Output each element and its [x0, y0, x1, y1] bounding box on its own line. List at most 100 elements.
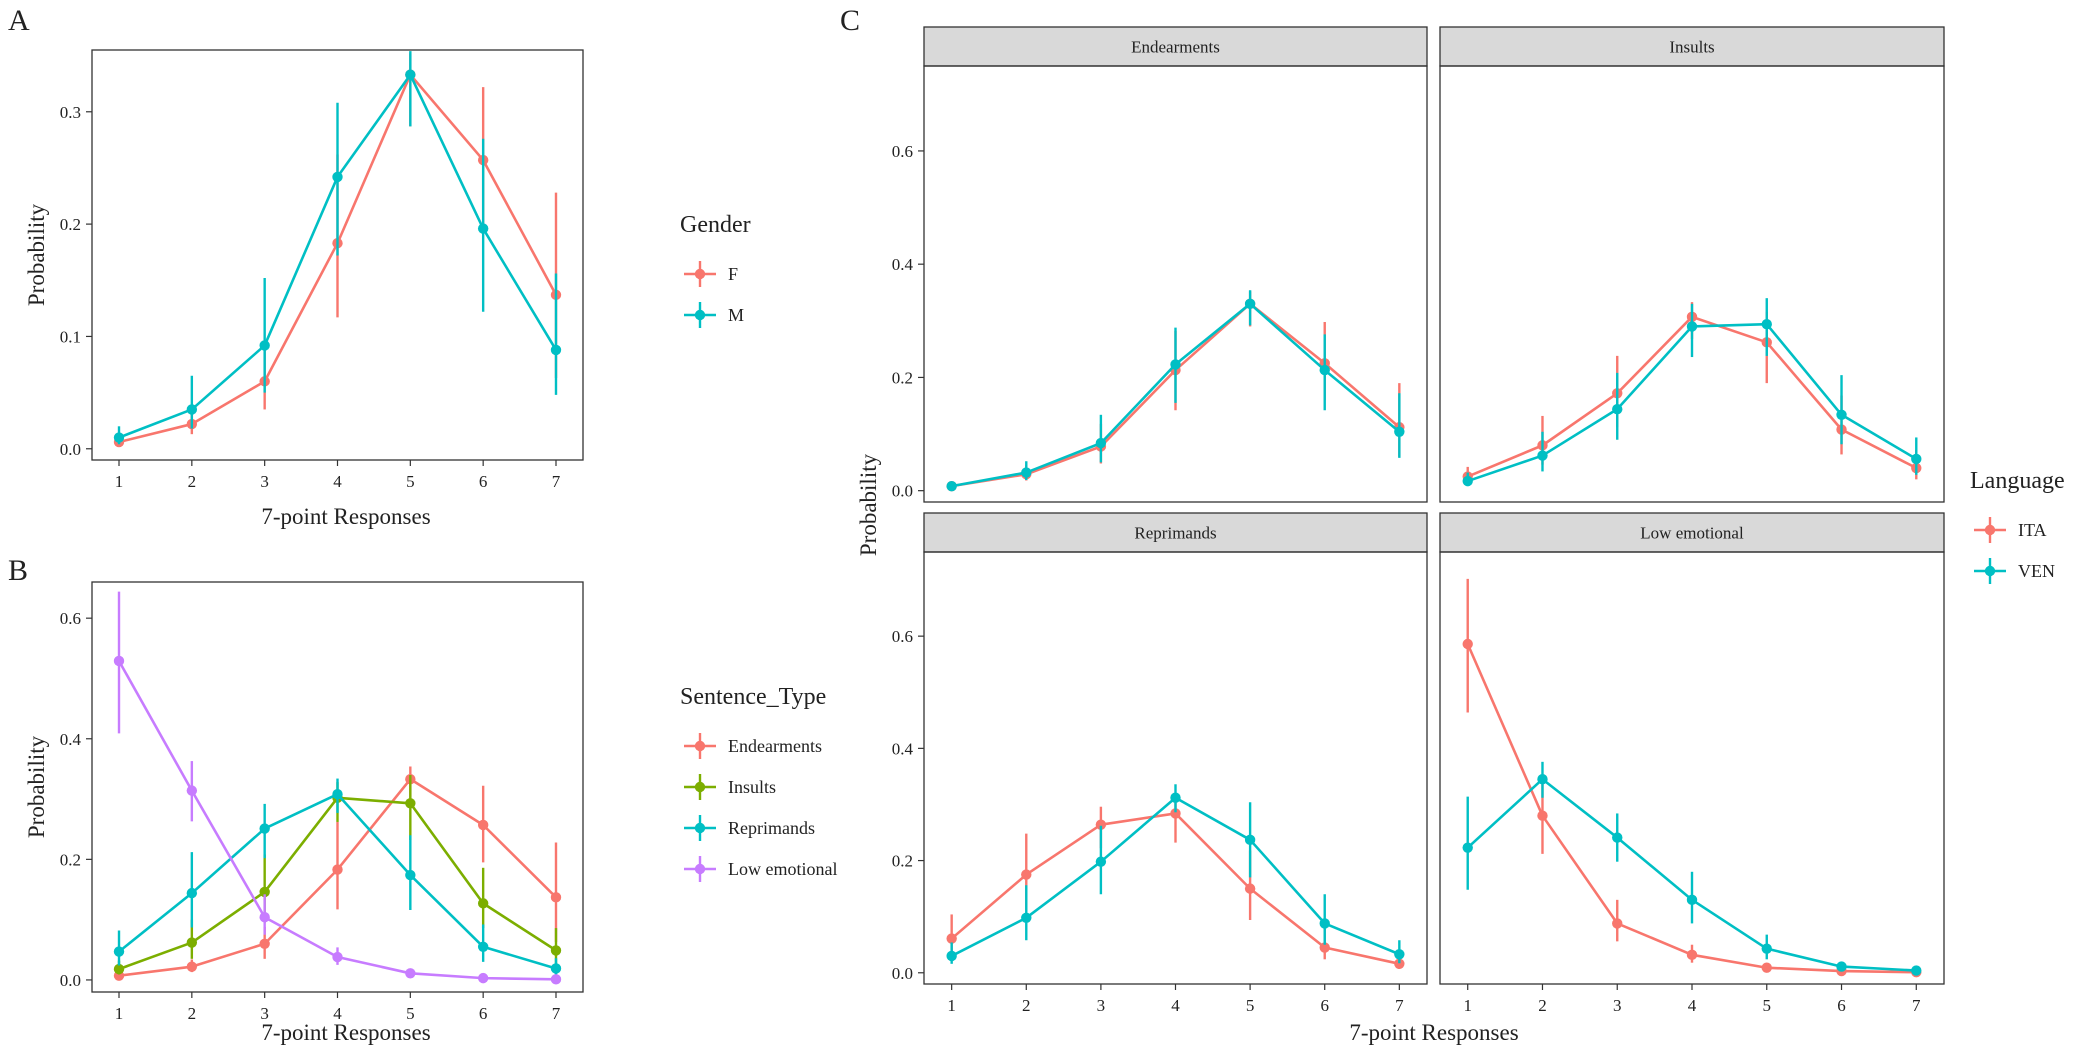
data-point: [1319, 942, 1330, 953]
data-point: [259, 912, 270, 923]
data-point: [1095, 819, 1107, 830]
facet-strip: [923, 26, 1428, 67]
x-tick-label: 2: [1538, 996, 1547, 1015]
x-tick-label: 5: [1763, 996, 1772, 1015]
x-tick-label: 3: [1097, 996, 1106, 1015]
panel-label-b: B: [8, 554, 28, 587]
facet-title: Reprimands: [1134, 524, 1216, 543]
data-point: [1537, 810, 1548, 821]
legend-key-point: [1984, 524, 1996, 536]
x-tick-label: 6: [1837, 996, 1846, 1015]
y-axis-title: Probability: [24, 203, 49, 306]
data-point: [332, 864, 343, 875]
data-point: [1170, 359, 1181, 370]
data-point: [405, 798, 416, 809]
x-tick-label: 2: [188, 472, 197, 491]
x-tick-label: 3: [260, 472, 269, 491]
series-ven: [1462, 761, 1922, 976]
chart-c: Endearments 0.0 0.2 0.4 0.6 Insults Reprimands…: [856, 26, 2065, 1045]
x-tick-label: 3: [260, 1004, 269, 1023]
data-point: [186, 404, 198, 415]
legend-item: ITA: [1974, 517, 2047, 543]
y-tick-label: 0.6: [60, 609, 81, 628]
x-tick-label: 5: [406, 472, 415, 491]
legend-title: Language: [1970, 468, 2065, 494]
x-tick-label: 4: [1171, 996, 1180, 1015]
legend-label: F: [728, 264, 738, 284]
data-point: [1761, 319, 1772, 330]
y-tick-label: 0.6: [892, 627, 913, 646]
data-point: [477, 972, 489, 984]
data-point: [1761, 943, 1772, 954]
data-point: [477, 898, 489, 909]
data-point: [1394, 949, 1405, 960]
series-ita: [946, 795, 1405, 970]
legend-key-point: [694, 740, 706, 752]
x-tick-label: 1: [115, 472, 124, 491]
legend-title: Gender: [680, 212, 751, 238]
y-tick-label: 0.2: [60, 850, 81, 869]
x-tick-label: 6: [479, 1004, 488, 1023]
panel-label-c: C: [840, 4, 860, 37]
y-tick-label: 0.4: [60, 730, 82, 749]
data-point: [186, 785, 198, 796]
data-point: [1612, 918, 1623, 929]
legend-label: M: [728, 305, 744, 325]
x-tick-label: 7: [1395, 996, 1404, 1015]
data-point: [1462, 842, 1473, 853]
facet-title: Insults: [1669, 38, 1714, 57]
legend-item: Low emotional: [684, 856, 837, 882]
data-point: [550, 344, 562, 356]
facet-title: Low emotional: [1640, 524, 1744, 543]
data-point: [1394, 426, 1405, 437]
data-point: [946, 950, 957, 962]
data-point: [946, 480, 957, 492]
data-point: [1686, 894, 1698, 906]
data-point: [477, 223, 489, 234]
data-point: [946, 933, 957, 944]
x-axis-title: 7-point Responses: [261, 504, 430, 529]
plot-frame: [1439, 65, 1945, 503]
data-point: [113, 432, 125, 443]
x-axis-title: 7-point Responses: [261, 1020, 430, 1045]
data-point: [259, 823, 270, 834]
legend-key-point: [694, 863, 706, 875]
facet-endearments: Endearments 0.0 0.2 0.4 0.6: [892, 26, 1428, 503]
data-point: [113, 655, 125, 667]
data-point: [259, 938, 270, 949]
data-point: [332, 171, 343, 183]
data-point: [550, 892, 562, 903]
x-tick-label: 1: [115, 1004, 124, 1023]
data-point: [1686, 321, 1698, 332]
plot-frame: [923, 551, 1428, 985]
data-point: [1537, 774, 1548, 785]
data-point: [1911, 965, 1922, 976]
x-tick-label: 3: [1613, 996, 1622, 1015]
data-point: [1462, 475, 1473, 487]
x-tick-label: 2: [188, 1004, 197, 1023]
legend-label: Insults: [728, 777, 776, 797]
data-point: [477, 819, 489, 831]
series-ven: [946, 290, 1405, 492]
y-tick-label: 0.6: [892, 142, 913, 161]
x-tick-label: 1: [947, 996, 956, 1015]
data-point: [1244, 883, 1256, 894]
legend-label: ITA: [2018, 520, 2047, 540]
data-point: [186, 961, 198, 972]
y-tick-label: 0.2: [892, 368, 913, 387]
series-ven: [946, 784, 1405, 964]
series-low-emotional: [113, 591, 562, 985]
facet-low-emotional: Low emotional 1 2 3 4 5 6 7: [1439, 512, 1945, 1015]
data-point: [1612, 403, 1623, 415]
data-point: [1244, 834, 1256, 846]
x-tick-label: 2: [1022, 996, 1031, 1015]
y-axis-title: Probability: [24, 735, 49, 838]
y-tick-label: 0.0: [60, 971, 81, 990]
x-axis-title: 7-point Responses: [1349, 1020, 1518, 1045]
legend-item: Insults: [684, 774, 776, 800]
series-reprimands: [113, 778, 562, 975]
data-point: [1021, 869, 1032, 880]
data-point: [186, 887, 198, 899]
data-point: [1319, 918, 1330, 929]
data-point: [1244, 298, 1256, 310]
